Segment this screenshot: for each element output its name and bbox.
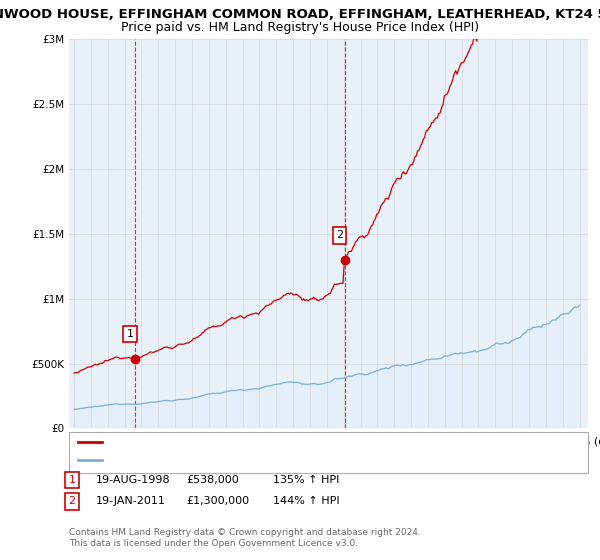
Text: Price paid vs. HM Land Registry's House Price Index (HPI): Price paid vs. HM Land Registry's House … bbox=[121, 21, 479, 34]
Text: 19-AUG-1998: 19-AUG-1998 bbox=[96, 475, 170, 485]
Text: 135% ↑ HPI: 135% ↑ HPI bbox=[273, 475, 340, 485]
Text: 1: 1 bbox=[68, 475, 76, 485]
Text: LYNWOOD HOUSE, EFFINGHAM COMMON ROAD, EFFINGHAM, LEATHERHEAD, KT24 5JG: LYNWOOD HOUSE, EFFINGHAM COMMON ROAD, EF… bbox=[0, 8, 600, 21]
Text: 144% ↑ HPI: 144% ↑ HPI bbox=[273, 496, 340, 506]
Text: £1,300,000: £1,300,000 bbox=[186, 496, 249, 506]
Text: 19-JAN-2011: 19-JAN-2011 bbox=[96, 496, 166, 506]
Text: LYNWOOD HOUSE, EFFINGHAM COMMON ROAD, EFFINGHAM, LEATHERHEAD, KT24 5JG (d: LYNWOOD HOUSE, EFFINGHAM COMMON ROAD, EF… bbox=[108, 437, 600, 447]
Text: 2: 2 bbox=[336, 230, 343, 240]
Text: 1: 1 bbox=[127, 329, 134, 339]
Text: Contains HM Land Registry data © Crown copyright and database right 2024.
This d: Contains HM Land Registry data © Crown c… bbox=[69, 528, 421, 548]
Text: HPI: Average price, detached house, Guildford: HPI: Average price, detached house, Guil… bbox=[108, 455, 366, 465]
Text: £538,000: £538,000 bbox=[186, 475, 239, 485]
Text: 2: 2 bbox=[68, 496, 76, 506]
